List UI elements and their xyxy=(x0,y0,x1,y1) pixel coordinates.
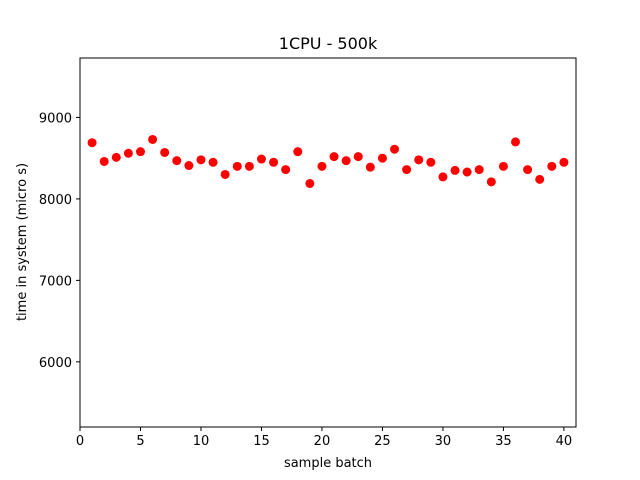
data-point xyxy=(390,144,400,154)
data-point xyxy=(244,161,254,171)
x-tick-label: 40 xyxy=(556,434,573,449)
data-point xyxy=(523,165,533,175)
data-point xyxy=(111,152,121,162)
data-point xyxy=(414,155,424,165)
data-point xyxy=(498,161,508,171)
data-point xyxy=(87,138,97,148)
data-point xyxy=(450,165,460,175)
data-point xyxy=(377,153,387,163)
x-tick-label: 35 xyxy=(495,434,512,449)
x-axis: 0 5 10 15 20 25 30 35 40 xyxy=(76,427,572,449)
x-tick-label: 15 xyxy=(253,434,270,449)
data-point xyxy=(232,161,242,171)
y-axis: 6000 7000 8000 9000 xyxy=(39,111,80,371)
x-tick-label: 20 xyxy=(314,434,331,449)
data-point xyxy=(99,156,109,166)
data-point xyxy=(511,137,521,147)
data-point xyxy=(293,147,303,157)
data-point xyxy=(220,169,230,179)
data-point xyxy=(547,161,557,171)
data-point xyxy=(208,157,218,167)
chart-title: 1CPU - 500k xyxy=(279,34,378,53)
data-point xyxy=(256,154,266,164)
data-point xyxy=(196,155,206,165)
data-point xyxy=(305,178,315,188)
x-tick-label: 30 xyxy=(435,434,452,449)
x-tick-label: 0 xyxy=(76,434,84,449)
data-point xyxy=(184,161,194,171)
data-point xyxy=(474,165,484,175)
plot-area xyxy=(87,134,569,188)
data-point xyxy=(317,161,327,171)
data-point xyxy=(353,152,363,162)
data-point xyxy=(329,152,339,162)
y-axis-label: time in system (micro s) xyxy=(15,163,30,321)
plot-frame xyxy=(79,57,577,428)
data-point xyxy=(123,148,133,158)
y-tick-label: 6000 xyxy=(39,356,72,371)
x-axis-label: sample batch xyxy=(284,456,372,471)
y-tick-label: 7000 xyxy=(39,274,72,289)
data-point xyxy=(438,172,448,182)
data-point xyxy=(160,147,170,157)
data-point xyxy=(426,157,436,167)
data-point xyxy=(559,157,569,167)
data-point xyxy=(172,156,182,166)
y-tick-label: 8000 xyxy=(39,193,72,208)
x-tick-label: 10 xyxy=(193,434,210,449)
data-point xyxy=(269,157,279,167)
data-point xyxy=(135,147,145,157)
data-point xyxy=(535,174,545,184)
data-point xyxy=(486,177,496,187)
data-point xyxy=(341,156,351,166)
y-tick-label: 9000 xyxy=(39,111,72,126)
x-tick-label: 25 xyxy=(374,434,391,449)
data-point xyxy=(148,134,158,144)
data-point xyxy=(462,167,472,177)
data-point xyxy=(365,162,375,172)
data-point xyxy=(281,165,291,175)
data-point xyxy=(402,165,412,175)
x-tick-label: 5 xyxy=(136,434,144,449)
